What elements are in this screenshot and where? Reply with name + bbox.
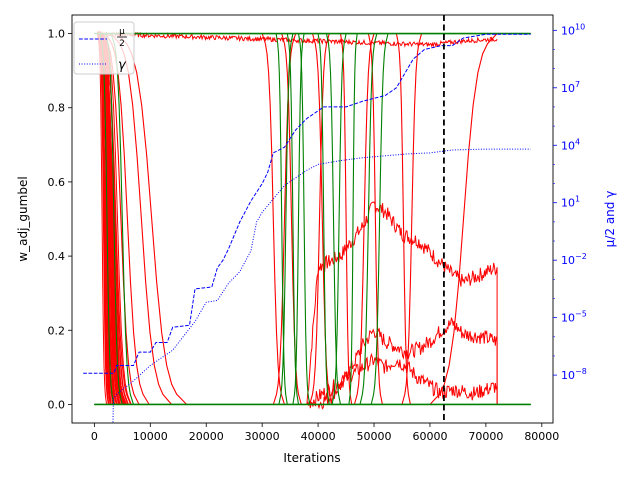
plot-frame — [71, 14, 554, 424]
x-tick-label-6: 60000 — [412, 430, 447, 443]
red-series-line-10 — [94, 32, 498, 406]
y-axis-label-left: w_adj_gumbel — [16, 176, 30, 261]
y-right-tick-exponent-3: 1 — [575, 195, 580, 204]
y-tick-label-4: 0.8 — [48, 102, 66, 115]
legend-entry-mu-numerator: μ — [119, 27, 125, 37]
x-tick-label-4: 40000 — [301, 430, 336, 443]
green-series-line-6 — [94, 32, 531, 406]
y-right-tick-base-2: 10 — [561, 254, 575, 267]
red-noisy-line-2 — [317, 317, 498, 410]
red-series-line-14 — [94, 32, 498, 406]
y-right-tick-label-5: 107 — [561, 80, 580, 95]
y-right-tick-exponent-2: −2 — [575, 252, 587, 261]
red-series-line-15 — [94, 32, 498, 406]
y-right-tick-label-6: 1010 — [561, 22, 585, 37]
legend-entry-mu-denominator: 2 — [119, 39, 125, 49]
y-right-tick-exponent-6: 10 — [575, 22, 585, 31]
green-series-line-12 — [94, 32, 531, 406]
green-series-line-9 — [94, 32, 531, 406]
x-tick-label-2: 20000 — [189, 430, 224, 443]
y-tick-label-5: 1.0 — [48, 28, 66, 41]
red-series-line-13 — [94, 32, 498, 406]
x-tick-label-8: 80000 — [524, 430, 559, 443]
y-tick-label-3: 0.6 — [48, 176, 66, 189]
green-series-line-7 — [94, 32, 531, 406]
y-right-tick-label-2: 10−2 — [561, 252, 587, 267]
y-tick-label-2: 0.4 — [48, 250, 66, 263]
green-series-line-5 — [94, 32, 531, 406]
y-right-tick-label-3: 101 — [561, 195, 580, 210]
green-series-line-10 — [94, 32, 531, 406]
x-axis-label: Iterations — [283, 451, 340, 465]
x-axis: 0 10000 20000 30000 40000 50000 60000 70000 8000… — [91, 423, 559, 443]
legend-box — [73, 21, 135, 75]
y-right-tick-exponent-1: −5 — [575, 310, 587, 319]
y-right-tick-base-3: 10 — [561, 197, 575, 210]
green-series-line-4 — [94, 32, 531, 406]
y-right-tick-base-1: 10 — [561, 312, 575, 325]
y-right-tick-base-5: 10 — [561, 82, 575, 95]
green-series-line-13 — [94, 32, 531, 406]
red-series-line-18 — [94, 32, 498, 406]
x-tick-label-3: 30000 — [245, 430, 280, 443]
y-right-tick-base-0: 10 — [561, 369, 575, 382]
red-series-line-19 — [94, 33, 498, 406]
y-axis-left: 0.0 0.2 0.4 0.6 0.8 1.0 — [48, 28, 72, 411]
red-series-line-9 — [94, 32, 498, 406]
green-series-line-11 — [94, 32, 531, 406]
y-right-tick-label-0: 10−8 — [561, 367, 587, 382]
gamma-line — [112, 148, 531, 423]
y-right-tick-base-6: 10 — [561, 24, 575, 37]
x-tick-label-7: 70000 — [468, 430, 503, 443]
legend: μ 2 γ — [73, 21, 135, 75]
y-right-tick-label-4: 104 — [561, 137, 580, 152]
legend-entry-gamma: γ — [118, 58, 127, 73]
red-noisy-line-3 — [306, 352, 498, 409]
x-tick-label-5: 50000 — [357, 430, 392, 443]
y-right-tick-label-1: 10−5 — [561, 310, 587, 325]
green-series-line-14 — [94, 32, 531, 406]
red-noisy-line-4 — [96, 30, 498, 48]
y-right-tick-exponent-4: 4 — [575, 137, 580, 146]
y-tick-label-0: 0.0 — [48, 398, 66, 411]
x-tick-label-0: 0 — [91, 430, 98, 443]
green-series-line-8 — [94, 32, 531, 406]
y-right-tick-base-4: 10 — [561, 139, 575, 152]
y-right-tick-exponent-0: −8 — [575, 367, 587, 376]
y-tick-label-1: 0.2 — [48, 324, 66, 337]
mu-half-line — [83, 33, 531, 374]
y-right-tick-exponent-5: 7 — [575, 80, 580, 89]
x-tick-label-1: 10000 — [133, 430, 168, 443]
y-axis-label-right: μ/2 and γ — [603, 191, 617, 248]
